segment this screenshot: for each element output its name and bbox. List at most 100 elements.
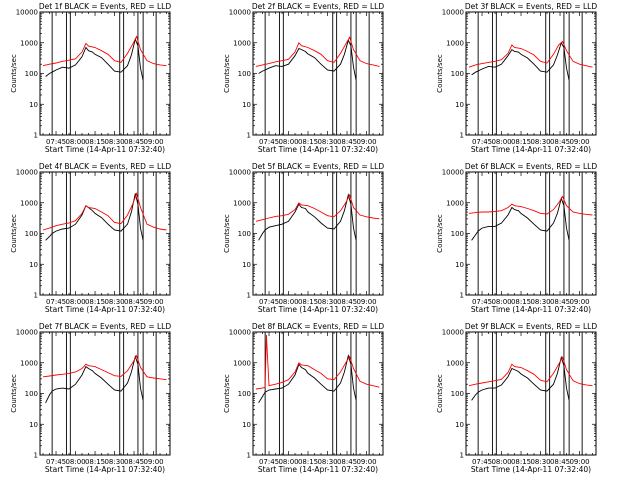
y-tick-label: 10000 (16, 9, 38, 17)
panel-9: Det 9f BLACK = Events, RED = LLD 1 10 100 10… (436, 322, 597, 474)
y-tick-label: 10000 (442, 169, 464, 177)
panel-title: Det 4f BLACK = Events, RED = LLD (39, 162, 172, 171)
y-tick-label: 10 (29, 421, 38, 429)
panel-8: Det 8f BLACK = Events, RED = LLD 1 10 100 10… (223, 322, 384, 474)
y-tick-label: 100 (238, 390, 251, 398)
series-line-events (471, 41, 570, 81)
y-tick-label: 1000 (233, 199, 251, 207)
panel-3: Det 3f BLACK = Events, RED = LLD 1 10 100 10… (436, 2, 597, 154)
series-line-lld (255, 334, 380, 390)
x-tick-label: 09:00 (569, 458, 589, 466)
series-line-lld (468, 40, 593, 68)
series-line-lld (42, 354, 167, 381)
series-line-lld (42, 35, 167, 67)
x-tick-label: 07:45 (472, 138, 492, 146)
y-tick-label: 1 (247, 132, 251, 140)
series-line-lld (468, 356, 593, 387)
x-tick-label: 08:15 (511, 458, 531, 466)
panel-2: Det 2f BLACK = Events, RED = LLD 1 10 100 10… (223, 2, 384, 154)
x-tick-label: 08:45 (550, 298, 570, 306)
x-tick-label: 09:00 (356, 458, 376, 466)
y-tick-label: 10000 (229, 329, 251, 337)
y-tick-label: 100 (451, 390, 464, 398)
x-tick-label: 09:00 (356, 298, 376, 306)
x-tick-label: 08:45 (124, 458, 144, 466)
x-tick-label: 08:30 (104, 298, 124, 306)
x-axis-label: Start Time (14-Apr-11 07:32:40) (471, 305, 591, 314)
x-tick-label: 08:00 (491, 298, 511, 306)
x-axis-label: Start Time (14-Apr-11 07:32:40) (45, 145, 165, 154)
y-tick-label: 1000 (20, 39, 38, 47)
x-tick-label: 08:30 (317, 138, 337, 146)
x-tick-label: 08:00 (491, 138, 511, 146)
y-tick-label: 1 (247, 292, 251, 300)
x-tick-label: 07:45 (46, 298, 66, 306)
x-tick-label: 08:15 (511, 298, 531, 306)
y-tick-label: 100 (25, 70, 38, 78)
y-tick-label: 1000 (446, 359, 464, 367)
x-tick-label: 07:45 (472, 298, 492, 306)
series-line-events (258, 39, 357, 81)
x-tick-label: 08:30 (317, 458, 337, 466)
x-tick-label: 08:30 (317, 298, 337, 306)
x-tick-label: 07:45 (472, 458, 492, 466)
x-tick-label: 08:30 (104, 458, 124, 466)
x-tick-label: 08:15 (85, 138, 105, 146)
x-tick-label: 08:15 (511, 138, 531, 146)
y-tick-label: 10000 (229, 169, 251, 177)
x-tick-label: 08:00 (491, 458, 511, 466)
x-tick-label: 09:00 (356, 138, 376, 146)
y-tick-label: 10 (242, 101, 251, 109)
y-axis-label: Counts/sec (223, 214, 231, 253)
x-tick-label: 08:00 (278, 458, 298, 466)
x-tick-label: 08:45 (550, 458, 570, 466)
y-tick-label: 10 (29, 101, 38, 109)
panel-4: Det 4f BLACK = Events, RED = LLD 1 10 100 10… (10, 162, 171, 314)
panel-title: Det 6f BLACK = Events, RED = LLD (465, 162, 598, 171)
y-tick-label: 1000 (446, 39, 464, 47)
x-axis-label: Start Time (14-Apr-11 07:32:40) (471, 145, 591, 154)
y-tick-label: 100 (25, 390, 38, 398)
x-tick-label: 07:45 (46, 458, 66, 466)
panel-title: Det 1f BLACK = Events, RED = LLD (39, 2, 172, 11)
x-tick-label: 08:15 (298, 298, 318, 306)
panel-title: Det 3f BLACK = Events, RED = LLD (465, 2, 598, 11)
x-tick-label: 09:00 (143, 458, 163, 466)
x-tick-label: 08:00 (65, 298, 85, 306)
y-tick-label: 10 (455, 101, 464, 109)
y-tick-label: 100 (451, 230, 464, 238)
panel-1: Det 1f BLACK = Events, RED = LLD 1 10 100 10… (10, 2, 171, 154)
y-tick-label: 10000 (229, 9, 251, 17)
x-axis-label: Start Time (14-Apr-11 07:32:40) (45, 305, 165, 314)
panel-6: Det 6f BLACK = Events, RED = LLD 1 10 100 10… (436, 162, 597, 314)
y-tick-label: 1 (460, 452, 464, 460)
x-tick-label: 08:15 (298, 458, 318, 466)
x-tick-label: 08:00 (278, 298, 298, 306)
y-axis-label: Counts/sec (10, 54, 18, 93)
x-tick-label: 08:15 (298, 138, 318, 146)
panel-title: Det 7f BLACK = Events, RED = LLD (39, 322, 172, 331)
panel-title: Det 8f BLACK = Events, RED = LLD (252, 322, 385, 331)
x-axis-label: Start Time (14-Apr-11 07:32:40) (258, 305, 378, 314)
series-line-events (471, 196, 570, 241)
y-tick-label: 100 (25, 230, 38, 238)
x-axis-label: Start Time (14-Apr-11 07:32:40) (258, 465, 378, 474)
panel-title: Det 9f BLACK = Events, RED = LLD (465, 322, 598, 331)
panel-title: Det 5f BLACK = Events, RED = LLD (252, 162, 385, 171)
series-line-events (45, 37, 144, 81)
series-line-lld (468, 195, 593, 216)
x-tick-label: 09:00 (569, 138, 589, 146)
x-tick-label: 08:45 (337, 138, 357, 146)
series-line-events (258, 353, 357, 404)
y-tick-label: 1 (460, 132, 464, 140)
y-tick-label: 100 (238, 230, 251, 238)
x-tick-label: 08:30 (530, 458, 550, 466)
x-tick-label: 07:45 (259, 298, 279, 306)
x-tick-label: 08:15 (85, 458, 105, 466)
x-tick-label: 08:45 (337, 298, 357, 306)
y-tick-label: 10 (29, 261, 38, 269)
x-tick-label: 08:30 (530, 298, 550, 306)
y-tick-label: 10 (242, 261, 251, 269)
